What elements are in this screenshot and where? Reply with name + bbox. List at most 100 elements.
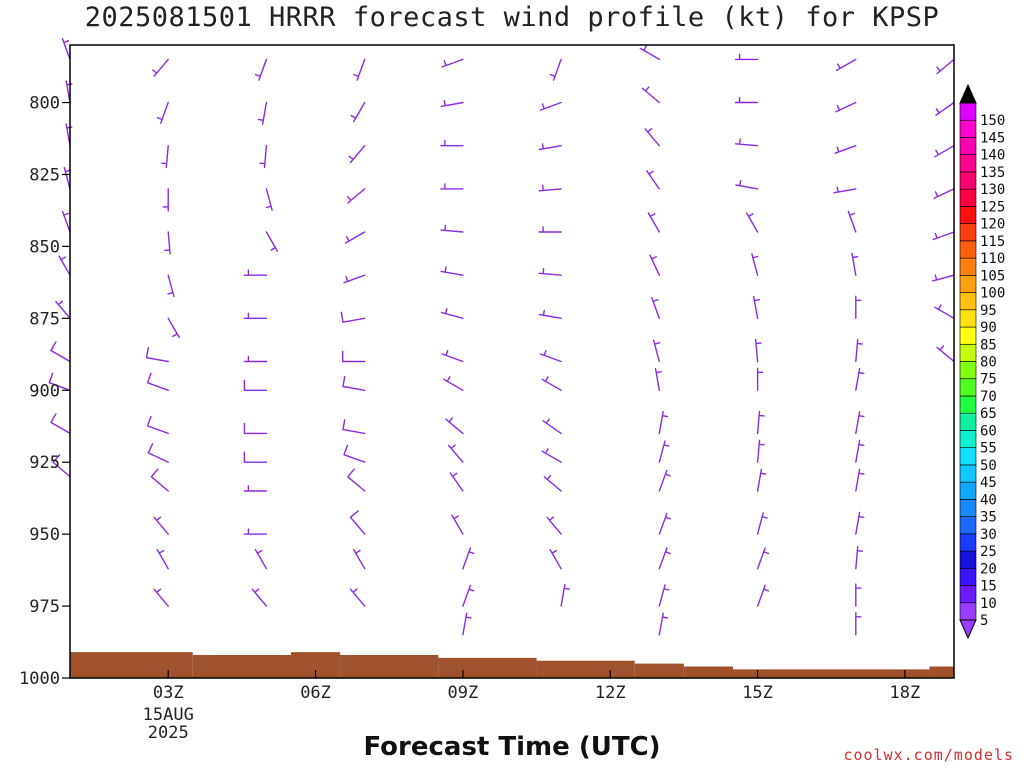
colorbar-label: 85 [980, 337, 997, 353]
y-tick-label: 1000 [19, 669, 60, 689]
colorbar-swatch [959, 499, 977, 517]
wind-barb [265, 188, 273, 211]
x-tick-label: 06Z [300, 683, 331, 703]
wind-barb [745, 212, 759, 233]
colorbar-label: 120 [980, 217, 1005, 233]
colorbar-swatch [959, 550, 977, 569]
wind-barb [932, 231, 955, 241]
wind-barb [449, 472, 464, 492]
ground-segment [340, 654, 439, 678]
wind-barb [440, 140, 464, 147]
wind-barb [58, 255, 71, 276]
colorbar-label: 10 [980, 596, 997, 612]
wind-barb [167, 317, 180, 339]
x-tick-label: 15Z [742, 683, 773, 703]
colorbar-swatch [959, 516, 977, 535]
ground-segment [634, 663, 684, 678]
wind-barb [756, 439, 765, 463]
colorbar-label: 30 [980, 527, 997, 543]
wind-barb [639, 45, 660, 61]
ground-layer [70, 652, 954, 678]
wind-barb [734, 53, 759, 61]
colorbar-label: 80 [980, 355, 997, 371]
colorbar-min-arrow [959, 619, 977, 640]
colorbar-swatch [959, 585, 977, 604]
wind-barb [855, 546, 863, 570]
x-tick-label: 09Z [448, 683, 479, 703]
wind-barb [48, 372, 71, 391]
colorbar-label: 75 [980, 372, 997, 388]
wind-barb [349, 510, 366, 535]
wind-barb [243, 422, 268, 435]
y-tick-label: 825 [29, 165, 60, 185]
colorbar-swatch [959, 309, 977, 328]
wind-barb [654, 367, 662, 391]
wind-barb [344, 231, 366, 244]
colorbar-swatch [959, 137, 977, 155]
wind-barb [546, 516, 562, 535]
wind-barb [153, 516, 169, 535]
wind-barb [50, 413, 71, 435]
wind-barb [934, 145, 955, 158]
colorbar-label: 20 [980, 561, 997, 577]
wind-barb [440, 224, 464, 233]
wind-barb [542, 418, 562, 435]
chart-title: 2025081501 HRRR forecast wind profile (k… [84, 2, 940, 33]
wind-barb [935, 101, 955, 116]
colorbar-label: 35 [980, 510, 997, 526]
colorbar-swatch [959, 567, 977, 586]
wind-barb [756, 547, 770, 570]
wind-barb [243, 355, 268, 363]
colorbar-swatch [959, 188, 977, 207]
wind-barb [61, 38, 71, 61]
wind-barb [855, 439, 865, 463]
wind-barb [644, 127, 660, 147]
wind-barb [658, 512, 671, 535]
colorbar-label: 150 [980, 113, 1005, 129]
x-tick-label: 03Z [153, 683, 184, 703]
wind-barb [462, 612, 472, 636]
x-tick-date-label: 15AUG [143, 705, 194, 725]
wind-barb [658, 411, 669, 435]
wind-barb [649, 254, 660, 276]
wind-barb [855, 612, 862, 636]
wind-barb [539, 101, 562, 111]
wind-barb [146, 372, 169, 391]
wind-barb [164, 231, 171, 255]
colorbar-swatch [959, 119, 977, 138]
ground-segment [438, 657, 537, 678]
y-tick-label: 900 [29, 381, 60, 401]
colorbar-label: 40 [980, 492, 997, 508]
x-tick-label: 18Z [890, 683, 921, 703]
colorbar-label: 100 [980, 286, 1005, 302]
wind-barb [652, 339, 661, 363]
wind-barbs-layer [48, 38, 955, 636]
colorbar-label: 140 [980, 148, 1005, 164]
wind-barb [243, 269, 268, 276]
colorbar-label: 60 [980, 423, 997, 439]
colorbar-label: 5 [980, 613, 988, 629]
wind-barb [538, 184, 562, 192]
wind-barb [539, 349, 562, 363]
wind-barb [855, 468, 865, 492]
colorbar-label: 145 [980, 130, 1005, 146]
wind-barb [936, 345, 955, 363]
wind-barb [451, 514, 464, 535]
y-tick-label: 925 [29, 453, 60, 473]
colorbar-swatch [959, 481, 977, 500]
plot-frame [69, 44, 955, 679]
colorbar-label: 115 [980, 234, 1005, 250]
colorbar-swatch [959, 102, 977, 121]
wind-barb [658, 440, 670, 463]
colorbar-swatch [959, 292, 977, 311]
wind-barb [52, 454, 71, 478]
ground-segment [683, 666, 733, 678]
wind-barb [851, 252, 859, 276]
wind-barb [156, 548, 169, 570]
colorbar-label: 65 [980, 406, 997, 422]
wind-barb [55, 300, 71, 319]
wind-barb [936, 58, 955, 75]
ground-segment [929, 666, 954, 678]
wind-barb [756, 584, 770, 607]
